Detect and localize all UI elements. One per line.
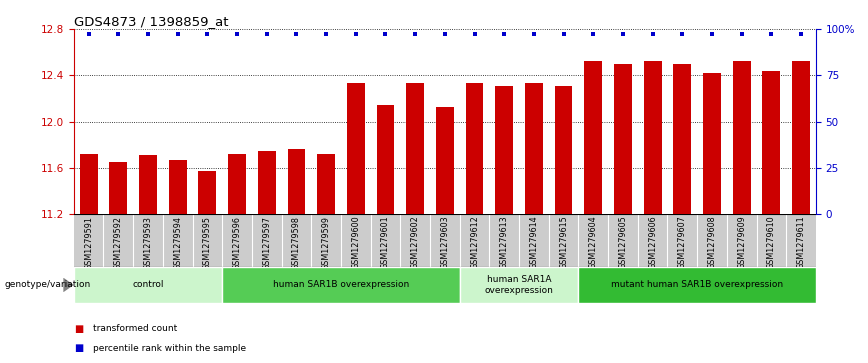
Point: [319, 31, 333, 37]
Point: [408, 31, 422, 37]
Point: [111, 31, 125, 37]
Text: GSM1279603: GSM1279603: [440, 216, 450, 269]
Bar: [317, 154, 335, 214]
Bar: [674, 64, 691, 214]
Text: GSM1279614: GSM1279614: [529, 216, 538, 269]
Text: GSM1279602: GSM1279602: [411, 216, 419, 269]
Point: [705, 31, 719, 37]
Bar: [644, 61, 661, 214]
Point: [765, 31, 779, 37]
Text: GSM1279593: GSM1279593: [143, 216, 153, 270]
Text: genotype/variation: genotype/variation: [4, 281, 90, 289]
Bar: [377, 105, 394, 214]
Point: [468, 31, 482, 37]
Bar: [460, 267, 578, 303]
Bar: [555, 86, 573, 214]
Bar: [80, 154, 97, 214]
Bar: [199, 171, 216, 214]
Text: GDS4873 / 1398859_at: GDS4873 / 1398859_at: [74, 15, 228, 28]
Text: GSM1279610: GSM1279610: [767, 216, 776, 269]
Bar: [525, 83, 542, 214]
Bar: [347, 83, 365, 214]
Bar: [139, 155, 157, 214]
Text: GSM1279596: GSM1279596: [233, 216, 241, 270]
Text: control: control: [132, 281, 164, 289]
Point: [260, 31, 273, 37]
Point: [171, 31, 185, 37]
Point: [82, 31, 95, 37]
Point: [675, 31, 689, 37]
Bar: [578, 267, 816, 303]
Text: GSM1279615: GSM1279615: [559, 216, 568, 269]
Bar: [436, 107, 454, 214]
Polygon shape: [63, 278, 74, 292]
Text: GSM1279600: GSM1279600: [352, 216, 360, 269]
Text: human SAR1B overexpression: human SAR1B overexpression: [273, 281, 409, 289]
Text: ■: ■: [74, 323, 83, 334]
Bar: [109, 162, 128, 214]
Bar: [168, 160, 187, 214]
Text: ■: ■: [74, 343, 83, 354]
Text: GSM1279608: GSM1279608: [707, 216, 716, 269]
Text: GSM1279613: GSM1279613: [500, 216, 509, 269]
Text: GSM1279606: GSM1279606: [648, 216, 657, 269]
Point: [587, 31, 601, 37]
Point: [349, 31, 363, 37]
Point: [378, 31, 392, 37]
Bar: [74, 267, 222, 303]
Text: GSM1279611: GSM1279611: [797, 216, 806, 269]
Text: GSM1279598: GSM1279598: [292, 216, 301, 270]
Text: GSM1279607: GSM1279607: [678, 216, 687, 269]
Point: [646, 31, 660, 37]
Bar: [614, 64, 632, 214]
Bar: [287, 150, 306, 214]
Text: mutant human SAR1B overexpression: mutant human SAR1B overexpression: [611, 281, 783, 289]
Point: [438, 31, 452, 37]
Point: [497, 31, 511, 37]
Text: GSM1279594: GSM1279594: [174, 216, 182, 270]
Point: [141, 31, 155, 37]
Bar: [258, 151, 276, 214]
Text: GSM1279597: GSM1279597: [262, 216, 271, 270]
Text: GSM1279604: GSM1279604: [589, 216, 598, 269]
Text: GSM1279595: GSM1279595: [203, 216, 212, 270]
Point: [290, 31, 304, 37]
Point: [794, 31, 808, 37]
Bar: [465, 83, 483, 214]
Bar: [733, 61, 751, 214]
Bar: [762, 71, 780, 214]
Text: GSM1279599: GSM1279599: [322, 216, 331, 270]
Bar: [228, 154, 246, 214]
Text: transformed count: transformed count: [93, 324, 177, 333]
Text: GSM1279591: GSM1279591: [84, 216, 93, 270]
Bar: [792, 61, 810, 214]
Point: [527, 31, 541, 37]
Point: [230, 31, 244, 37]
Bar: [222, 267, 460, 303]
Point: [616, 31, 630, 37]
Point: [556, 31, 570, 37]
Bar: [406, 83, 424, 214]
Text: GSM1279601: GSM1279601: [381, 216, 390, 269]
Text: percentile rank within the sample: percentile rank within the sample: [93, 344, 246, 353]
Bar: [496, 86, 513, 214]
Text: GSM1279612: GSM1279612: [470, 216, 479, 269]
Point: [201, 31, 214, 37]
Text: GSM1279592: GSM1279592: [114, 216, 122, 270]
Text: GSM1279609: GSM1279609: [737, 216, 746, 269]
Bar: [584, 61, 602, 214]
Text: GSM1279605: GSM1279605: [619, 216, 628, 269]
Bar: [703, 73, 721, 214]
Text: human SAR1A
overexpression: human SAR1A overexpression: [484, 275, 554, 295]
Point: [734, 31, 748, 37]
